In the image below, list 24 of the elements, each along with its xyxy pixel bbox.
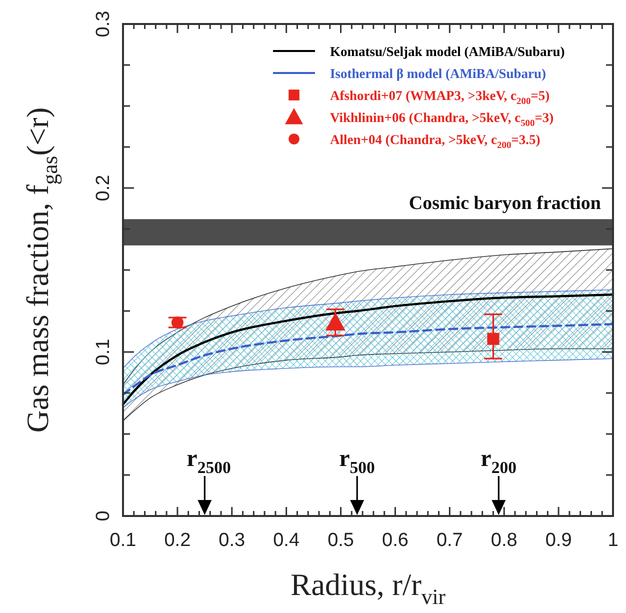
x-tick-label: 0.1 bbox=[110, 530, 136, 551]
annotation: r$_{500}$ bbox=[339, 446, 375, 478]
x-tick-label: 0.8 bbox=[490, 530, 518, 551]
x-tick-label: 0.2 bbox=[164, 530, 191, 551]
annotation: r$_{2500}$ bbox=[186, 446, 231, 478]
annotation: r$_{200}$ bbox=[480, 446, 516, 478]
x-tick-label: 0.5 bbox=[328, 530, 354, 551]
x-tick-label: 0.7 bbox=[436, 530, 463, 551]
x-tick-label: 0.9 bbox=[545, 530, 572, 551]
legend-label: Vikhlinin+06 (Chandra, >5keV, c$_{500}$=3) bbox=[330, 110, 554, 130]
y-tick-label: 0.1 bbox=[93, 338, 114, 366]
x-tick-label: 0.6 bbox=[382, 530, 408, 551]
x-axis-title: Radius, r/r$_{vir}$ bbox=[290, 567, 446, 610]
legend-label: Allen+04 (Chandra, >5keV, c$_{200}$=3.5) bbox=[330, 132, 540, 152]
y-tick-label: 0.3 bbox=[93, 10, 114, 38]
x-tick-label: 0.3 bbox=[218, 530, 246, 551]
legend-label: Komatsu/Seljak model (AMiBA/Subaru) bbox=[330, 44, 565, 59]
legend-label: Isothermal β model (AMiBA/Subaru) bbox=[330, 66, 546, 81]
y-tick-label: 0.2 bbox=[93, 174, 114, 202]
x-tick-label: 1 bbox=[608, 530, 618, 551]
y-tick-label: 0 bbox=[93, 510, 114, 522]
x-tick-label: 0.4 bbox=[273, 530, 300, 551]
band-label: Cosmic baryon fraction bbox=[408, 193, 602, 214]
legend-label: Afshordi+07 (WMAP3, >3keV, c$_{200}$=5) bbox=[330, 88, 550, 108]
